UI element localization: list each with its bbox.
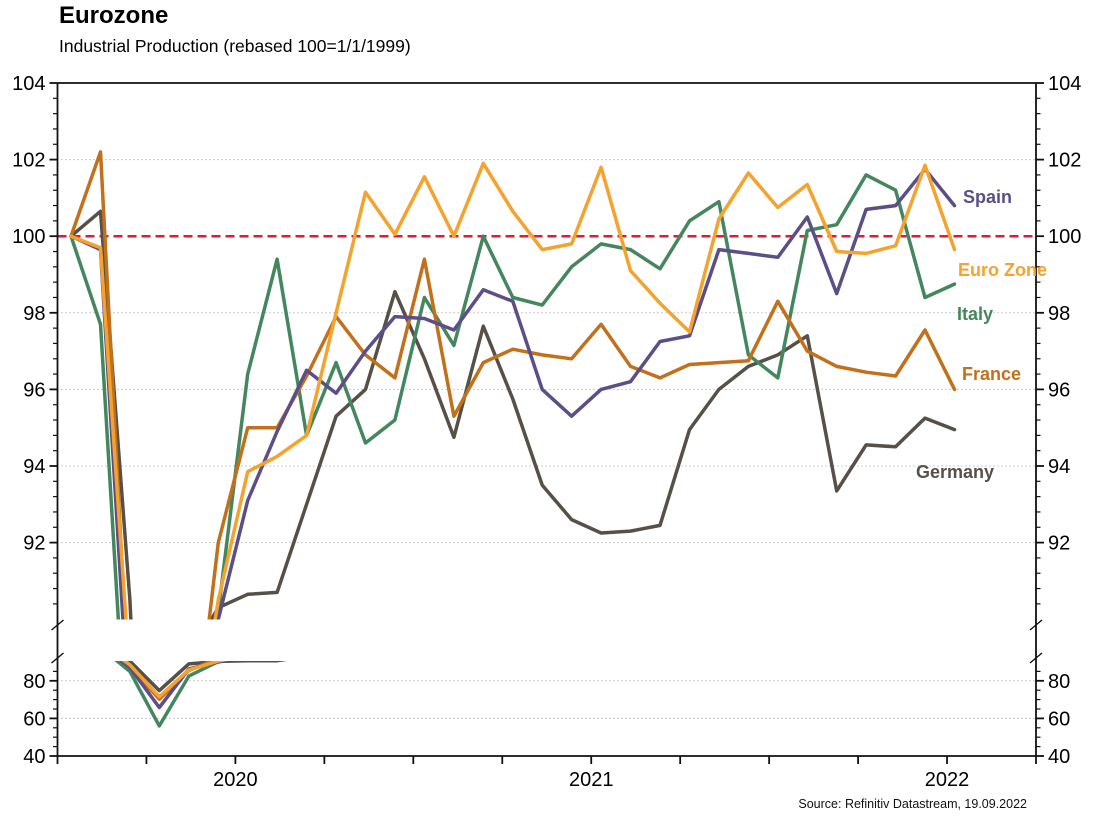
legend-label-euro-zone: Euro Zone <box>958 260 1047 280</box>
x-axis-year-label: 2020 <box>213 769 258 791</box>
series-line-euro-zone <box>121 661 228 699</box>
legend-label-italy: Italy <box>957 304 993 324</box>
y-axis-label-right: 100 <box>1048 226 1081 248</box>
y-axis-label-left: 92 <box>23 533 45 555</box>
y-axis-label-right: 80 <box>1048 671 1070 693</box>
y-axis-label-right: 98 <box>1048 303 1070 325</box>
chart-subtitle: Industrial Production (rebased 100=1/1/1… <box>59 36 411 56</box>
axis-break-mark <box>1029 652 1043 664</box>
series-line-euro-zone <box>69 161 957 620</box>
series-line-italy <box>69 173 957 620</box>
axis-break-mark <box>51 619 64 631</box>
series-line-spain <box>69 167 957 620</box>
axis-break-mark <box>51 652 64 664</box>
x-axis-year-label: 2022 <box>925 769 970 791</box>
legend-label-germany: Germany <box>916 462 994 482</box>
y-axis-label-right: 96 <box>1048 379 1070 401</box>
y-axis-label-left: 60 <box>23 708 45 730</box>
y-axis-label-left: 94 <box>23 456 45 478</box>
y-axis-label-right: 60 <box>1048 708 1070 730</box>
axis-break-mark <box>1029 619 1043 631</box>
page-title: Eurozone <box>59 2 169 29</box>
y-axis-label-left: 80 <box>23 671 45 693</box>
y-axis-label-left: 100 <box>12 226 45 248</box>
y-axis-label-right: 40 <box>1048 746 1070 768</box>
y-axis-label-left: 104 <box>12 73 45 95</box>
y-axis-label-right: 102 <box>1048 150 1081 172</box>
y-axis-label-left: 96 <box>23 379 45 401</box>
source-note: Source: Refinitiv Datastream, 19.09.2022 <box>798 797 1027 811</box>
y-axis-label-left: 102 <box>12 150 45 172</box>
series-line-france <box>69 150 957 620</box>
series-line-spain <box>118 661 233 710</box>
y-axis-label-right: 92 <box>1048 533 1070 555</box>
y-axis-label-left: 40 <box>23 746 45 768</box>
y-axis-label-right: 94 <box>1048 456 1070 478</box>
legend-label-france: France <box>962 364 1021 384</box>
x-axis-year-label: 2021 <box>569 769 614 791</box>
y-axis-label-left: 98 <box>23 303 45 325</box>
series-line-italy <box>114 661 225 728</box>
y-axis-label-right: 104 <box>1048 73 1081 95</box>
legend-label-spain: Spain <box>963 187 1012 207</box>
